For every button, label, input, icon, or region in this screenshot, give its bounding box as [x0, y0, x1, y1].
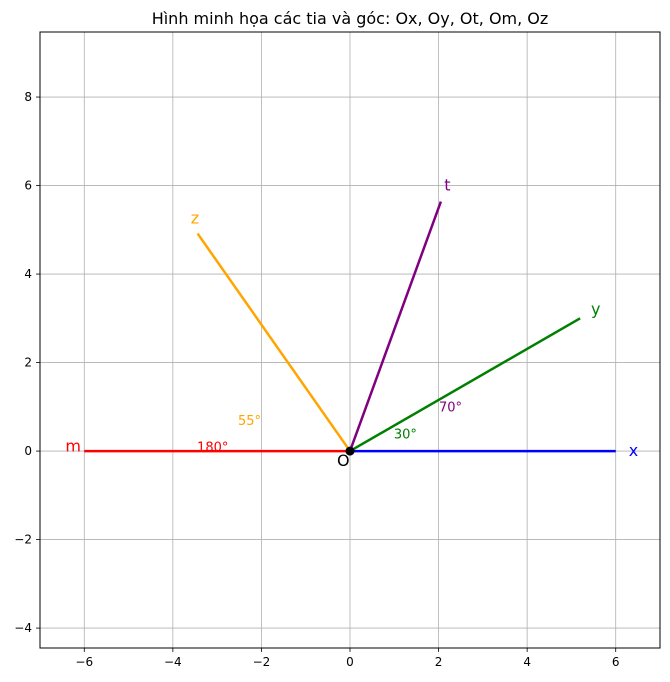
- x-tick-label: −4: [164, 655, 182, 669]
- y-tick-label: −2: [14, 533, 32, 547]
- x-tick-label: 0: [346, 655, 354, 669]
- y-tick-label: 4: [24, 267, 32, 281]
- x-tick-label: 6: [612, 655, 620, 669]
- labels: x y t z m 30° 70° 55° 180° O: [65, 176, 638, 470]
- angle-label: 30°: [394, 427, 417, 442]
- ray-label-t: t: [444, 176, 450, 195]
- ray-Oz: [196, 232, 352, 452]
- ray-label-x: x: [629, 441, 638, 460]
- origin-point: [345, 446, 355, 456]
- ray-label-z: z: [191, 209, 199, 228]
- ray-Oy: [349, 317, 581, 453]
- origin-label: O: [337, 451, 350, 470]
- y-tick-label: 6: [24, 179, 32, 193]
- axis-ticks: −6 −4 −2 0 2 4 6 −4 −2 0 2 4 6 8: [14, 90, 619, 669]
- rays: [84, 201, 616, 453]
- angle-label: 70°: [439, 401, 462, 416]
- ray-label-y: y: [591, 299, 600, 318]
- y-tick-label: −4: [14, 621, 32, 635]
- x-tick-label: −2: [253, 655, 271, 669]
- y-tick-label: 0: [24, 444, 32, 458]
- y-tick-label: 2: [24, 356, 32, 370]
- angle-label: 180°: [197, 441, 228, 456]
- ray-Ot: [348, 201, 443, 452]
- x-tick-label: −6: [75, 655, 93, 669]
- y-tick-label: 8: [24, 90, 32, 104]
- grid: [40, 32, 660, 648]
- x-tick-label: 4: [523, 655, 531, 669]
- plot-frame: [39, 31, 661, 649]
- chart-title: Hình minh họa các tia và góc: Ox, Oy, Ot…: [152, 9, 549, 28]
- ray-label-m: m: [65, 437, 81, 456]
- x-tick-label: 2: [435, 655, 443, 669]
- angle-label: 55°: [238, 414, 261, 429]
